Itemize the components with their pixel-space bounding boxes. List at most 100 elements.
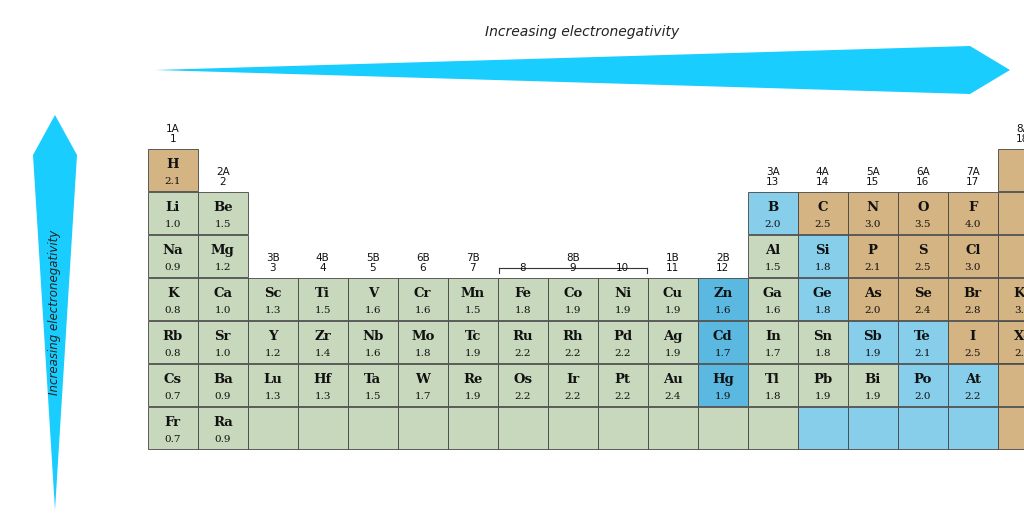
Text: 15: 15 [866,177,880,187]
Text: 1.7: 1.7 [715,349,731,358]
Text: 1.8: 1.8 [514,305,531,315]
Text: 1.9: 1.9 [715,392,731,401]
Bar [248,364,298,406]
Text: 2.2: 2.2 [965,392,981,401]
Text: 17: 17 [966,177,979,187]
Text: 1.0: 1.0 [165,220,181,228]
Bar [698,407,748,449]
Bar [948,321,997,363]
Bar [198,235,248,277]
Bar [998,364,1024,406]
Bar [848,235,897,277]
Text: 3.0: 3.0 [864,220,881,228]
Text: 0.9: 0.9 [214,435,231,444]
Text: Rh: Rh [562,330,583,343]
Text: I: I [970,330,976,343]
Text: 1.0: 1.0 [214,305,231,315]
Bar [298,321,347,363]
Bar [449,278,498,320]
Text: Be: Be [213,201,232,214]
Text: 5A: 5A [866,167,880,177]
Bar [148,148,198,191]
Text: 2A: 2A [216,167,229,177]
Bar [948,364,997,406]
Text: 2.5: 2.5 [914,263,931,272]
Text: 3B: 3B [266,253,280,263]
Bar [198,191,248,234]
Text: Hf: Hf [313,373,332,386]
Text: Mg: Mg [211,244,234,257]
Text: 1.9: 1.9 [665,349,681,358]
Bar [598,364,647,406]
Text: 0.9: 0.9 [165,263,181,272]
Text: 1.6: 1.6 [365,305,381,315]
Text: 8: 8 [519,263,526,273]
Text: 1: 1 [169,134,176,144]
Text: 18: 18 [1016,134,1024,144]
Text: 13: 13 [766,177,779,187]
Text: 1.8: 1.8 [814,305,831,315]
Bar [548,407,597,449]
Text: Tl: Tl [765,373,780,386]
Bar [248,278,298,320]
Text: Os: Os [513,373,532,386]
Bar [148,407,198,449]
Text: S: S [918,244,928,257]
Text: 6B: 6B [416,253,430,263]
Text: Y: Y [268,330,278,343]
Text: 1.3: 1.3 [264,392,281,401]
Bar [748,407,798,449]
Text: 1.2: 1.2 [214,263,231,272]
Text: Sc: Sc [264,287,282,300]
Polygon shape [33,115,77,510]
Bar [698,278,748,320]
Text: F: F [968,201,978,214]
Text: 16: 16 [916,177,930,187]
Text: 1.5: 1.5 [465,305,481,315]
Text: 1.8: 1.8 [814,349,831,358]
Text: 1.5: 1.5 [765,263,781,272]
Text: Pd: Pd [613,330,632,343]
Text: 1.9: 1.9 [814,392,831,401]
Polygon shape [155,46,1010,94]
Bar [198,407,248,449]
Text: Ca: Ca [213,287,232,300]
Text: At: At [965,373,981,386]
Bar [298,278,347,320]
Bar [898,235,947,277]
Text: K: K [167,287,178,300]
Text: 2B: 2B [716,253,730,263]
Text: 2.0: 2.0 [864,305,881,315]
Text: 1.5: 1.5 [365,392,381,401]
Text: 1B: 1B [666,253,680,263]
Text: Ru: Ru [512,330,534,343]
Text: Cr: Cr [414,287,431,300]
Bar [898,364,947,406]
Bar [848,191,897,234]
Text: Sr: Sr [214,330,231,343]
Text: Se: Se [913,287,932,300]
Bar [998,191,1024,234]
Text: 9: 9 [569,263,577,273]
Bar [198,278,248,320]
Bar [298,407,347,449]
Text: Na: Na [163,244,183,257]
Bar [648,364,697,406]
Text: P: P [867,244,878,257]
Bar [998,321,1024,363]
Bar [398,278,447,320]
Bar [498,407,548,449]
Text: Re: Re [463,373,482,386]
Text: Sb: Sb [863,330,882,343]
Bar [948,235,997,277]
Text: O: O [918,201,929,214]
Text: 1.7: 1.7 [765,349,781,358]
Text: 11: 11 [667,263,679,273]
Text: Kr: Kr [1014,287,1024,300]
Text: Li: Li [166,201,180,214]
Bar [598,407,647,449]
Text: 1.8: 1.8 [415,349,431,358]
Bar [998,278,1024,320]
Text: Po: Po [913,373,932,386]
Text: 1.9: 1.9 [465,392,481,401]
